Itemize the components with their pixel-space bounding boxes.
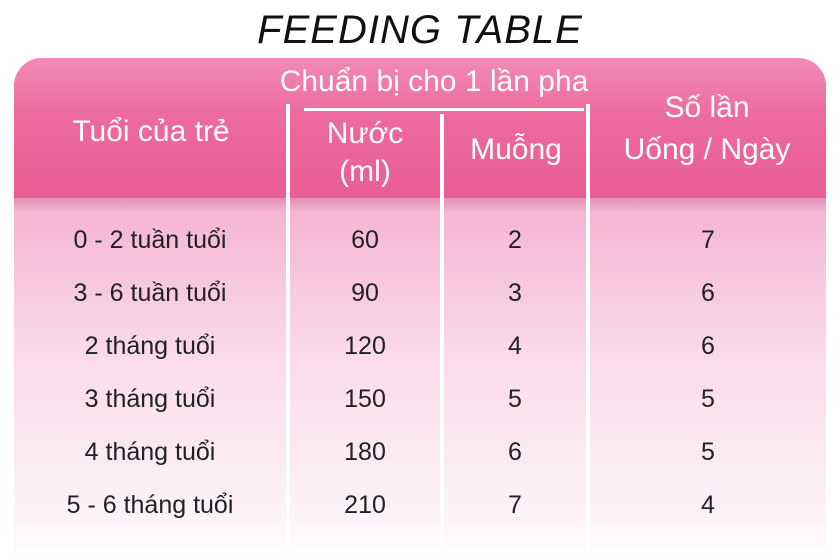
cell-times: 5 bbox=[701, 385, 715, 413]
header-group-underline bbox=[304, 108, 584, 111]
cell-water: 210 bbox=[344, 491, 386, 519]
cell-times: 5 bbox=[701, 438, 715, 466]
cell-times: 4 bbox=[701, 491, 715, 519]
feeding-table: Tuổi của trẻ Chuẩn bị cho 1 lần pha Nước… bbox=[14, 58, 826, 560]
cell-spoons: 5 bbox=[508, 385, 522, 413]
cell-age: 4 tháng tuổi bbox=[84, 438, 216, 466]
table-header bbox=[14, 58, 826, 198]
cell-times: 7 bbox=[701, 226, 715, 254]
cell-age: 5 - 6 tháng tuổi bbox=[66, 491, 234, 519]
cell-spoons: 6 bbox=[508, 438, 522, 466]
cell-spoons: 7 bbox=[508, 491, 522, 519]
cell-age: 2 tháng tuổi bbox=[84, 332, 216, 360]
header-prep-group: Chuẩn bị cho 1 lần pha bbox=[279, 65, 589, 98]
cell-water: 90 bbox=[351, 279, 379, 307]
cell-age: 3 - 6 tuần tuổi bbox=[73, 279, 227, 307]
cell-water: 180 bbox=[344, 438, 386, 466]
divider-water-spoons bbox=[440, 114, 444, 560]
cell-age: 0 - 2 tuần tuổi bbox=[73, 226, 227, 254]
page-title: FEEDING TABLE bbox=[257, 8, 583, 52]
cell-water: 60 bbox=[351, 226, 379, 254]
cell-water: 150 bbox=[344, 385, 386, 413]
header-water-line1: Nước bbox=[326, 117, 404, 150]
cell-times: 6 bbox=[701, 332, 715, 360]
cell-age: 3 tháng tuổi bbox=[84, 385, 216, 413]
header-times-line1: Số lần bbox=[664, 91, 750, 124]
header-spoons: Muỗng bbox=[470, 133, 562, 166]
divider-spoons-times bbox=[586, 104, 590, 560]
header-water-line2: (ml) bbox=[339, 155, 391, 188]
cell-spoons: 2 bbox=[508, 226, 522, 254]
header-age: Tuổi của trẻ bbox=[72, 115, 230, 148]
cell-spoons: 4 bbox=[508, 332, 522, 360]
cell-times: 6 bbox=[701, 279, 715, 307]
header-shadow bbox=[14, 198, 826, 212]
cell-spoons: 3 bbox=[508, 279, 522, 307]
divider-age-water bbox=[286, 104, 290, 560]
header-times-line2: Uống / Ngày bbox=[623, 133, 791, 166]
cell-water: 120 bbox=[344, 332, 386, 360]
